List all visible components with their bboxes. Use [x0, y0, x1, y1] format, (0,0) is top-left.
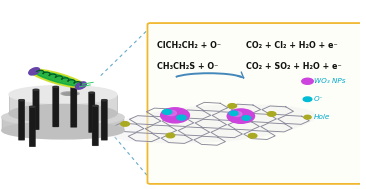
Circle shape	[248, 133, 257, 138]
Text: CO₂ + SO₂ + H₂O + e⁻: CO₂ + SO₂ + H₂O + e⁻	[246, 62, 342, 71]
Circle shape	[303, 97, 312, 101]
Text: O⁻: O⁻	[314, 96, 324, 102]
Ellipse shape	[89, 92, 94, 93]
Bar	[9, 94, 117, 113]
Ellipse shape	[9, 104, 117, 122]
Circle shape	[165, 110, 173, 114]
FancyBboxPatch shape	[33, 89, 39, 130]
Circle shape	[304, 115, 311, 119]
Ellipse shape	[30, 106, 35, 107]
Polygon shape	[106, 104, 317, 143]
FancyBboxPatch shape	[29, 106, 36, 147]
Circle shape	[227, 109, 254, 123]
Circle shape	[302, 78, 313, 84]
Ellipse shape	[19, 100, 24, 101]
Ellipse shape	[33, 89, 38, 90]
Ellipse shape	[71, 87, 76, 88]
FancyBboxPatch shape	[92, 105, 98, 146]
Text: Hole: Hole	[314, 114, 330, 120]
Circle shape	[121, 122, 129, 126]
Ellipse shape	[30, 69, 85, 88]
Circle shape	[166, 133, 175, 138]
Circle shape	[161, 108, 190, 123]
Ellipse shape	[2, 109, 124, 126]
Ellipse shape	[53, 86, 58, 88]
Ellipse shape	[29, 68, 40, 75]
Circle shape	[163, 109, 172, 114]
FancyBboxPatch shape	[52, 87, 59, 127]
Ellipse shape	[93, 105, 98, 106]
FancyBboxPatch shape	[147, 23, 362, 184]
Circle shape	[177, 115, 186, 120]
Text: CO₂ + Cl₂ + H₂O + e⁻: CO₂ + Cl₂ + H₂O + e⁻	[246, 41, 338, 50]
Ellipse shape	[9, 85, 117, 104]
Ellipse shape	[102, 100, 107, 101]
Circle shape	[229, 111, 238, 115]
Circle shape	[167, 110, 176, 116]
Ellipse shape	[2, 122, 124, 139]
Text: WO₃ NPs: WO₃ NPs	[314, 78, 346, 84]
FancyBboxPatch shape	[18, 100, 25, 140]
Text: CH₃CH₂S + O⁻: CH₃CH₂S + O⁻	[157, 62, 218, 71]
Ellipse shape	[35, 71, 81, 86]
Bar	[2, 117, 124, 130]
FancyBboxPatch shape	[101, 100, 108, 140]
Ellipse shape	[63, 93, 77, 95]
FancyBboxPatch shape	[71, 87, 77, 127]
Circle shape	[232, 112, 242, 116]
Circle shape	[228, 104, 236, 108]
Circle shape	[267, 112, 276, 116]
Circle shape	[242, 116, 251, 120]
FancyBboxPatch shape	[89, 92, 95, 133]
Text: ClCH₂CH₂ + O⁻: ClCH₂CH₂ + O⁻	[157, 41, 221, 50]
Ellipse shape	[61, 92, 79, 95]
Ellipse shape	[75, 82, 86, 89]
